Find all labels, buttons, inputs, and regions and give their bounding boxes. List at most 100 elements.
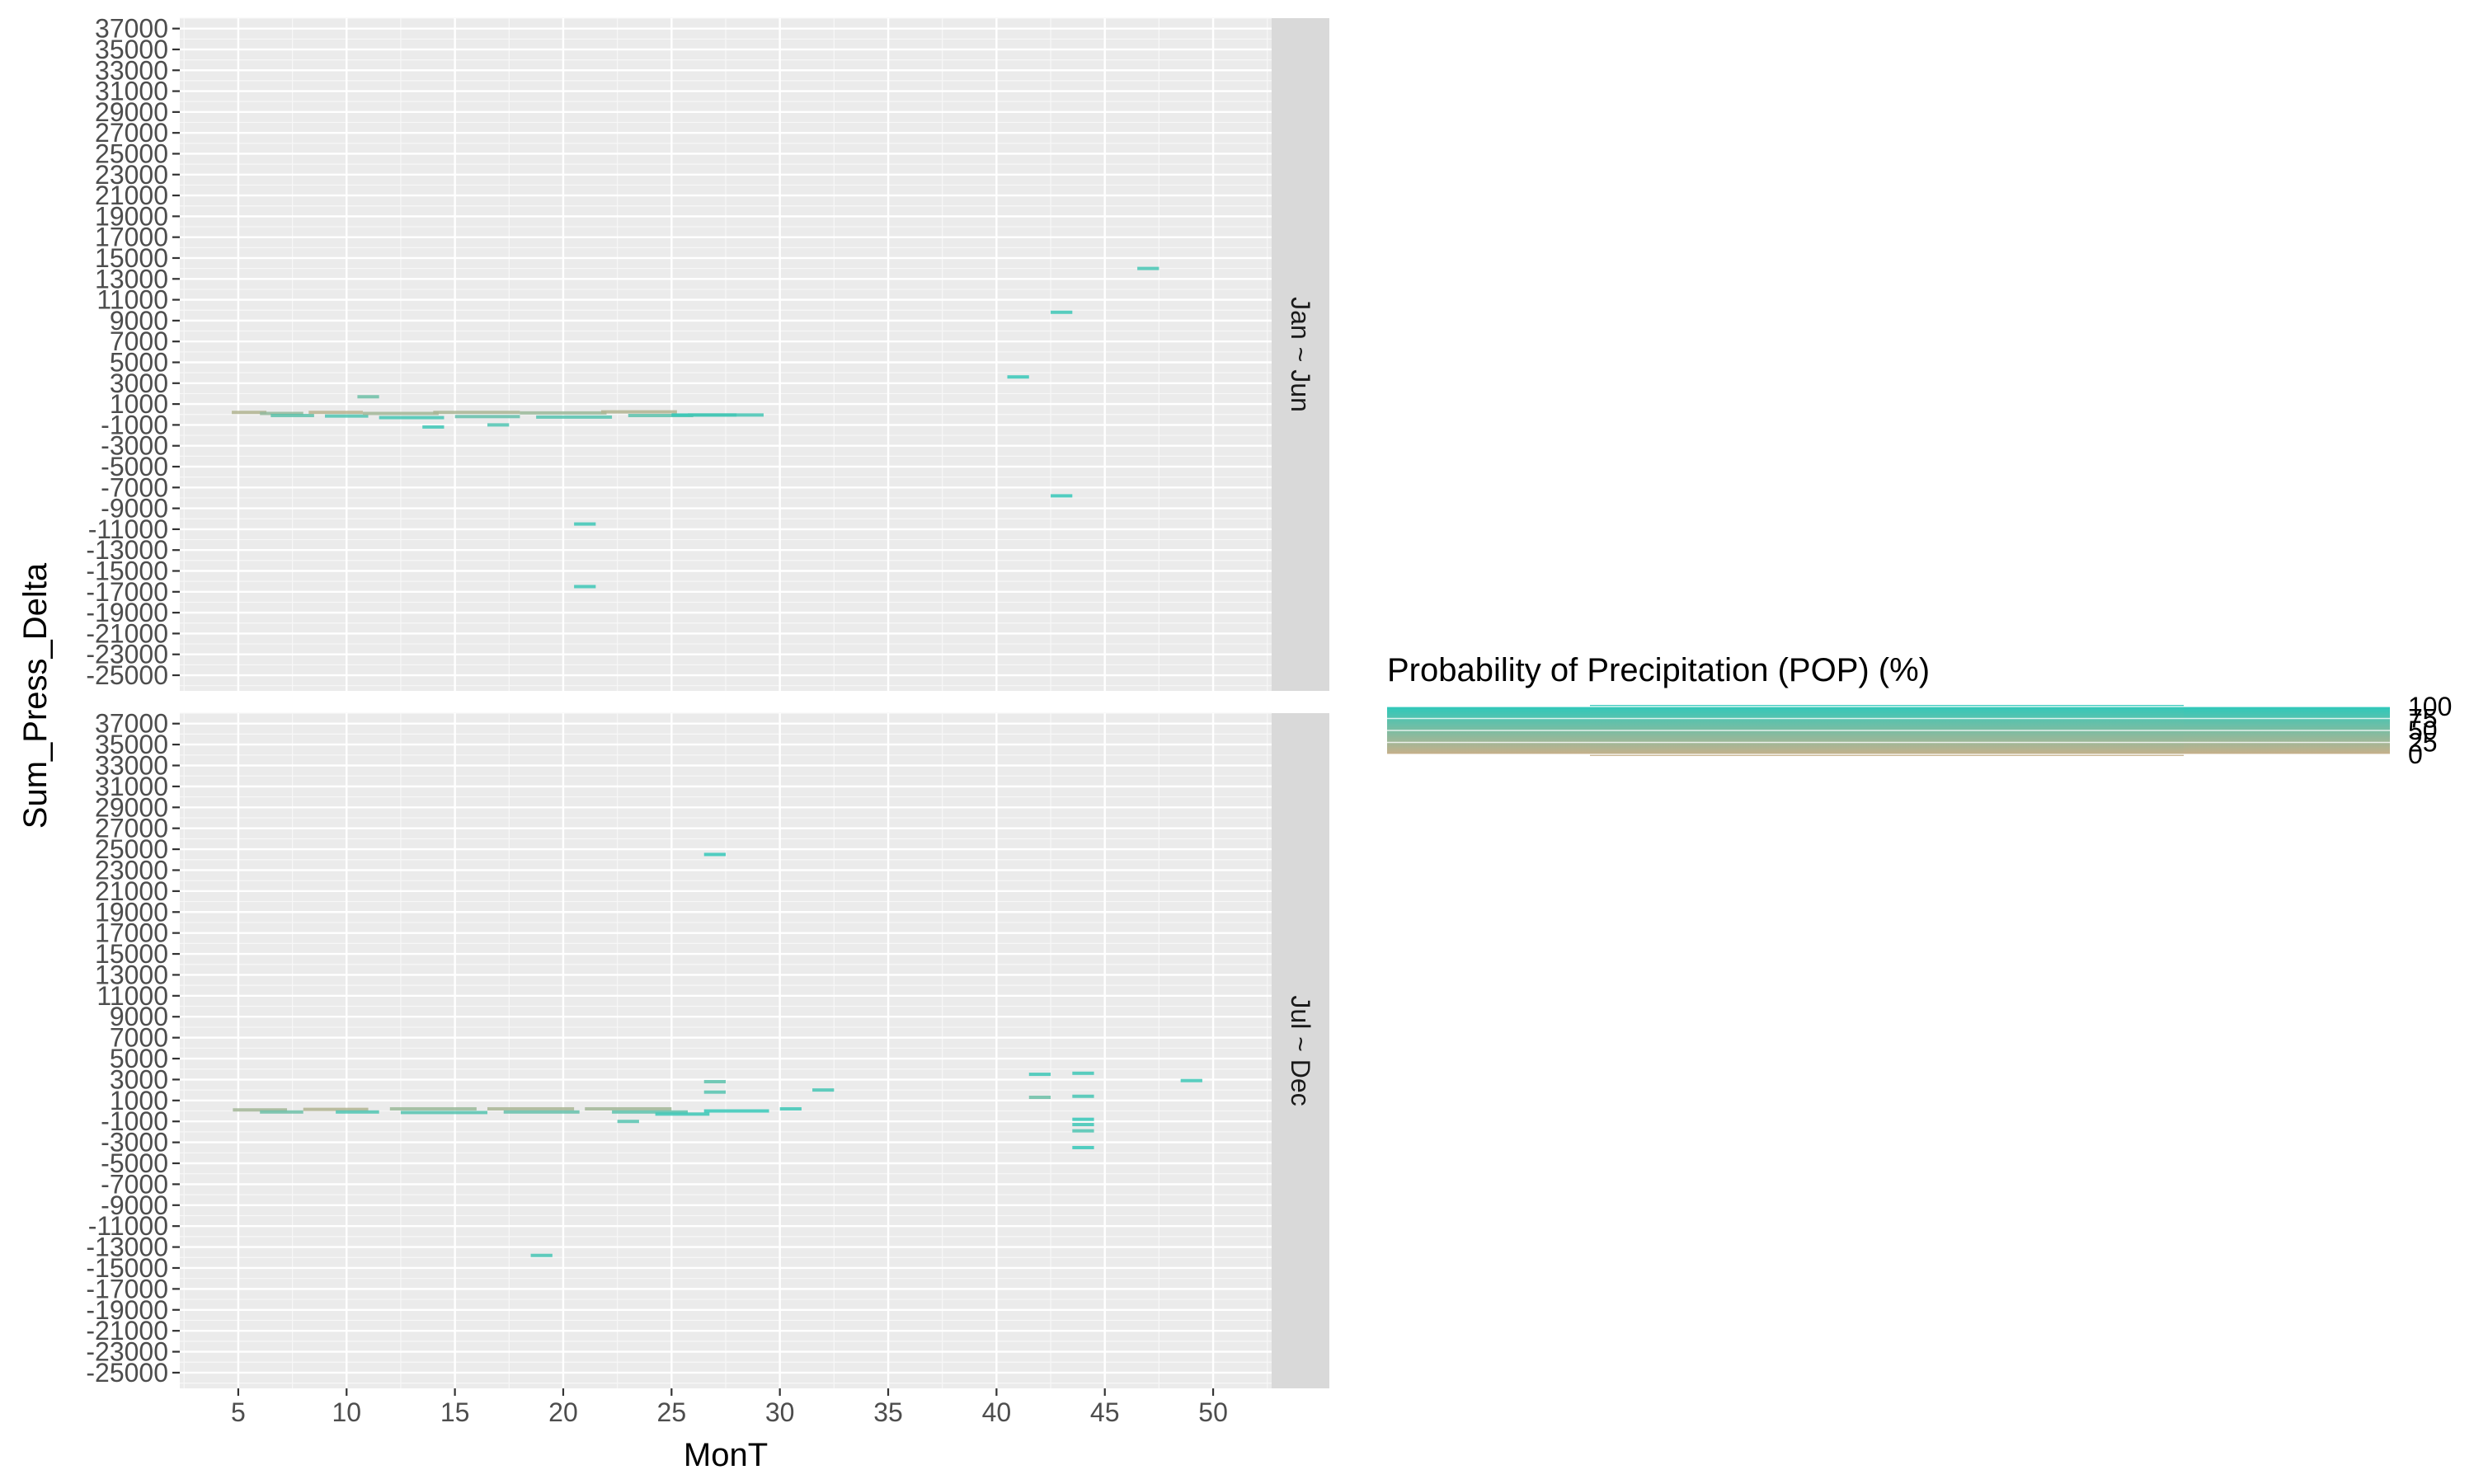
y-tick-label: 17000	[95, 223, 168, 252]
facet-strip-label: Jan ~ Jun	[1286, 297, 1315, 412]
x-tick-label: 10	[332, 1397, 361, 1427]
facet-strip-label: Jul ~ Dec	[1286, 995, 1315, 1106]
y-tick-label: 27000	[95, 118, 168, 148]
y-tick-label: 9000	[110, 1002, 168, 1031]
y-tick-label: -13000	[86, 535, 168, 565]
y-tick-label: -21000	[86, 1316, 168, 1345]
heat-tile	[628, 414, 694, 418]
heat-tile	[585, 1106, 672, 1111]
heat-tile	[655, 1112, 710, 1116]
heat-tile	[232, 411, 267, 415]
heat-tile	[574, 585, 596, 589]
heat-tile	[270, 414, 314, 418]
heat-tile	[487, 1106, 575, 1111]
facet-strips: Jan ~ Jun Jul ~ Dec	[1272, 18, 1329, 1388]
y-tick-label: -3000	[101, 431, 168, 461]
x-tick-label: 35	[873, 1397, 903, 1427]
heat-tile	[530, 1253, 553, 1257]
y-tick-label: -9000	[101, 494, 168, 524]
heat-tile	[357, 395, 379, 399]
heat-tile	[600, 410, 677, 414]
heat-tile	[308, 411, 363, 415]
y-tick-label: -11000	[88, 1211, 168, 1241]
heat-tile	[433, 411, 520, 415]
x-tick-label: 20	[548, 1397, 578, 1427]
y-tick-label: 31000	[95, 772, 168, 801]
heat-tile	[422, 425, 444, 429]
x-axis-title: MonT	[684, 1437, 768, 1473]
y-tick-label: 33000	[95, 55, 168, 85]
x-tick-label: 30	[765, 1397, 795, 1427]
y-tick-label: 13000	[95, 264, 168, 294]
facet-strip	[1272, 713, 1329, 1388]
y-tick-label: 3000	[110, 369, 168, 398]
y-tick-label: 15000	[95, 243, 168, 273]
heat-tile	[1007, 375, 1029, 379]
y-tick-label: 37000	[95, 14, 168, 44]
y-tick-label: -5000	[101, 1148, 168, 1178]
x-tick-label: 25	[657, 1397, 687, 1427]
heat-tile	[703, 1079, 726, 1083]
y-tick-label: -15000	[86, 1253, 168, 1283]
y-tick-label: 13000	[95, 960, 168, 989]
heat-tile	[336, 1110, 379, 1114]
heat-tile	[779, 1106, 802, 1111]
x-tick-label: 40	[982, 1397, 1012, 1427]
heat-tile	[617, 1120, 639, 1124]
y-tick-label: -17000	[86, 577, 168, 607]
heat-tile	[362, 411, 439, 416]
y-tick-label: 9000	[110, 306, 168, 336]
heat-tile	[487, 423, 510, 427]
x-tick-label: 50	[1198, 1397, 1228, 1427]
heat-tile	[688, 413, 764, 417]
y-tick-label: 21000	[95, 876, 168, 906]
heat-tile	[1072, 1071, 1094, 1075]
y-tick-label: 15000	[95, 939, 168, 969]
legend-break-label: 50	[2408, 716, 2438, 745]
y-tick-label: 19000	[95, 897, 168, 927]
y-tick-label: 37000	[95, 709, 168, 739]
y-tick-label: 35000	[95, 35, 168, 64]
y-tick-label: -21000	[86, 618, 168, 648]
y-tick-label: 19000	[95, 201, 168, 231]
y-tick-label: -19000	[86, 598, 168, 627]
y-tick-label: -23000	[86, 1337, 168, 1367]
heat-tile	[703, 852, 726, 857]
y-tick-label: -19000	[86, 1295, 168, 1325]
y-tick-label: -23000	[86, 640, 168, 669]
y-tick-label: -1000	[101, 1106, 168, 1136]
heat-tile	[303, 1107, 369, 1111]
y-axis: 3700035000330003100029000270002500023000…	[86, 14, 180, 1388]
heat-tile	[1051, 310, 1073, 314]
heat-tile	[379, 416, 444, 420]
y-tick-label: 31000	[95, 77, 168, 106]
legend-break-label: 0	[2408, 740, 2423, 769]
y-tick-label: 33000	[95, 750, 168, 780]
y-tick-label: -17000	[86, 1274, 168, 1303]
heat-tile	[260, 1110, 303, 1114]
heat-tile	[1072, 1117, 1094, 1121]
y-tick-label: 25000	[95, 139, 168, 168]
heat-tile	[325, 414, 369, 418]
y-tick-label: 23000	[95, 855, 168, 885]
heat-tile	[812, 1088, 835, 1092]
y-tick-label: 29000	[95, 97, 168, 127]
heat-tile	[1072, 1145, 1094, 1149]
y-tick-label: 7000	[110, 1023, 168, 1053]
legend-break-label: 75	[2408, 704, 2438, 734]
heat-tile	[703, 1109, 769, 1113]
heat-tile	[389, 1106, 477, 1111]
heat-tile	[503, 1110, 580, 1114]
heat-tile	[1072, 1094, 1094, 1098]
legend: Probability of Precipitation (POP) (%) 0…	[1387, 652, 2452, 769]
y-tick-label: 21000	[95, 181, 168, 210]
heat-tile	[233, 1108, 288, 1112]
y-tick-label: -11000	[88, 514, 168, 544]
heat-tile	[260, 411, 303, 416]
y-tick-label: 5000	[110, 347, 168, 377]
heat-tile	[1028, 1073, 1051, 1077]
y-tick-label: 7000	[110, 326, 168, 356]
x-tick-label: 5	[231, 1397, 246, 1427]
heat-tile	[454, 415, 520, 419]
